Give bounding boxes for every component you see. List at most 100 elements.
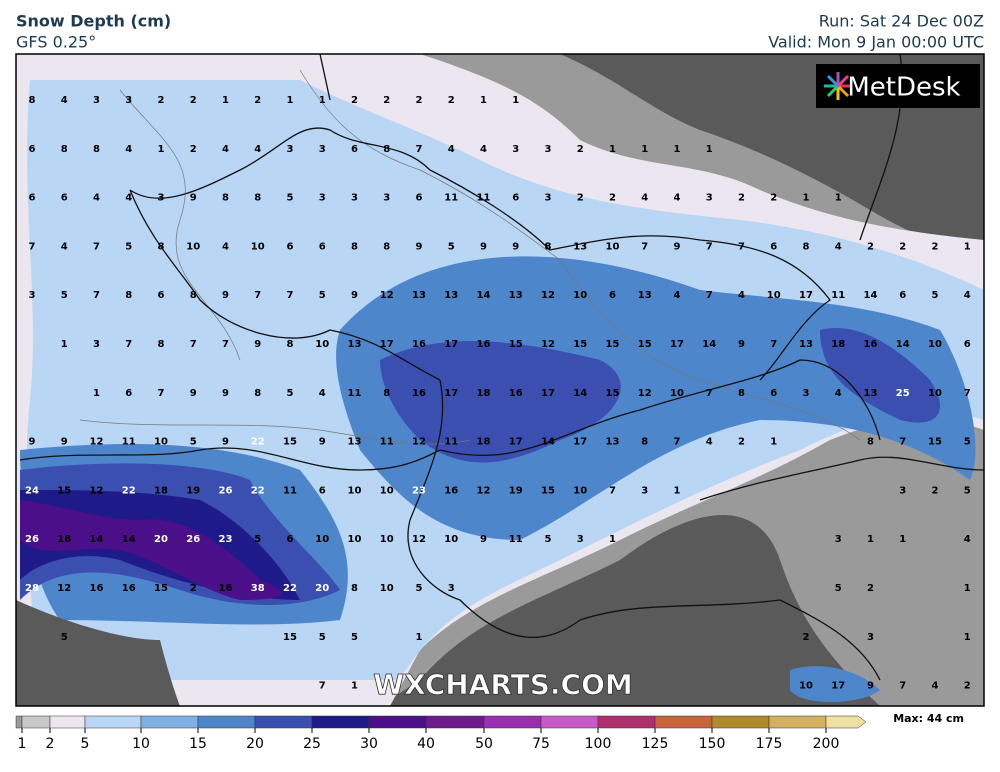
grid-value: 12	[541, 290, 555, 301]
grid-value: 20	[154, 534, 168, 545]
grid-value: 16	[412, 388, 426, 399]
grid-value: 3	[706, 193, 713, 204]
grid-value: 13	[348, 339, 362, 350]
grid-value: 5	[416, 583, 423, 594]
colorbar-label: 175	[756, 736, 783, 752]
grid-value: 11	[831, 290, 845, 301]
grid-value: 9	[222, 388, 229, 399]
grid-value: 1	[319, 95, 326, 106]
grid-value: 14	[573, 388, 587, 399]
grid-value: 2	[254, 95, 261, 106]
grid-value: 10	[348, 485, 362, 496]
grid-value: 10	[154, 437, 168, 448]
grid-value: 3	[835, 534, 842, 545]
grid-value: 5	[932, 290, 939, 301]
colorbar-label: 5	[81, 736, 90, 752]
grid-value: 12	[380, 290, 394, 301]
grid-value: 11	[509, 534, 523, 545]
grid-value: 3	[351, 193, 358, 204]
grid-value: 17	[380, 339, 394, 350]
grid-value: 26	[219, 485, 233, 496]
grid-value: 10	[928, 339, 942, 350]
grid-value: 18	[57, 534, 71, 545]
grid-values: 8 4 3 3 2 2 1 2 1 1 2 2 2 2 1 16 8 8 4 1 2 4 4 3 3 6 8 7 4 4 3 3 2 1 1 1 16 6…	[25, 95, 971, 692]
grid-value: 2	[770, 193, 777, 204]
colorbar-label: 125	[642, 736, 669, 752]
grid-value: 8	[738, 388, 745, 399]
grid-value: 2	[416, 95, 423, 106]
grid-value: 5	[190, 437, 197, 448]
grid-value: 3	[448, 583, 455, 594]
grid-value: 8	[125, 290, 132, 301]
grid-value: 12	[57, 583, 71, 594]
grid-value: 1	[706, 144, 713, 155]
grid-value: 9	[29, 437, 36, 448]
grid-value: 19	[186, 485, 200, 496]
grid-value: 4	[61, 241, 68, 252]
grid-value: 8	[254, 193, 261, 204]
grid-value: 1	[674, 144, 681, 155]
grid-value: 7	[29, 241, 36, 252]
colorbar-segment	[825, 715, 867, 729]
grid-value: 6	[29, 193, 36, 204]
grid-value: 2	[932, 485, 939, 496]
grid-value: 10	[315, 534, 329, 545]
grid-value: 13	[412, 290, 426, 301]
grid-value: 9	[416, 241, 423, 252]
colorbar-label: 25	[303, 736, 321, 752]
grid-value: 14	[90, 534, 104, 545]
grid-value: 6	[287, 534, 294, 545]
grid-value: 18	[831, 339, 845, 350]
grid-value: 14	[702, 339, 716, 350]
grid-value: 2	[190, 144, 197, 155]
grid-value: 15	[57, 485, 71, 496]
grid-value: 7	[158, 388, 165, 399]
grid-value: 15	[606, 339, 620, 350]
grid-value: 22	[251, 437, 265, 448]
grid-value: 8	[29, 95, 36, 106]
grid-value: 4	[254, 144, 261, 155]
grid-value: 1	[803, 193, 810, 204]
grid-value: 4	[835, 241, 842, 252]
grid-value: 7	[190, 339, 197, 350]
grid-value: 15	[509, 339, 523, 350]
grid-value: 3	[867, 632, 874, 643]
grid-value: 7	[93, 290, 100, 301]
grid-value: 7	[899, 681, 906, 692]
grid-value: 11	[477, 193, 491, 204]
grid-value: 23	[412, 485, 426, 496]
grid-value: 14	[896, 339, 910, 350]
grid-value: 2	[867, 583, 874, 594]
grid-value: 20	[315, 583, 329, 594]
grid-value: 4	[319, 388, 326, 399]
grid-value: 4	[706, 437, 713, 448]
grid-value: 1	[351, 681, 358, 692]
grid-value: 3	[93, 95, 100, 106]
grid-value: 15	[573, 339, 587, 350]
grid-value: 9	[480, 241, 487, 252]
grid-value: 8	[351, 241, 358, 252]
grid-value: 2	[190, 95, 197, 106]
grid-value: 1	[867, 534, 874, 545]
grid-value: 7	[609, 485, 616, 496]
grid-value: 3	[158, 193, 165, 204]
grid-value: 2	[803, 632, 810, 643]
grid-value: 8	[641, 437, 648, 448]
grid-value: 10	[251, 241, 265, 252]
grid-value: 12	[412, 534, 426, 545]
grid-value: 10	[186, 241, 200, 252]
grid-value: 7	[416, 144, 423, 155]
grid-value: 1	[835, 193, 842, 204]
grid-value: 4	[835, 388, 842, 399]
grid-value: 4	[964, 290, 971, 301]
grid-value: 4	[674, 193, 681, 204]
grid-value: 6	[351, 144, 358, 155]
grid-value: 14	[122, 534, 136, 545]
grid-value: 8	[867, 437, 874, 448]
grid-value: 3	[512, 144, 519, 155]
grid-value: 26	[186, 534, 200, 545]
grid-value: 10	[315, 339, 329, 350]
grid-value: 16	[477, 339, 491, 350]
grid-value: 6	[770, 241, 777, 252]
grid-value: 5	[125, 241, 132, 252]
